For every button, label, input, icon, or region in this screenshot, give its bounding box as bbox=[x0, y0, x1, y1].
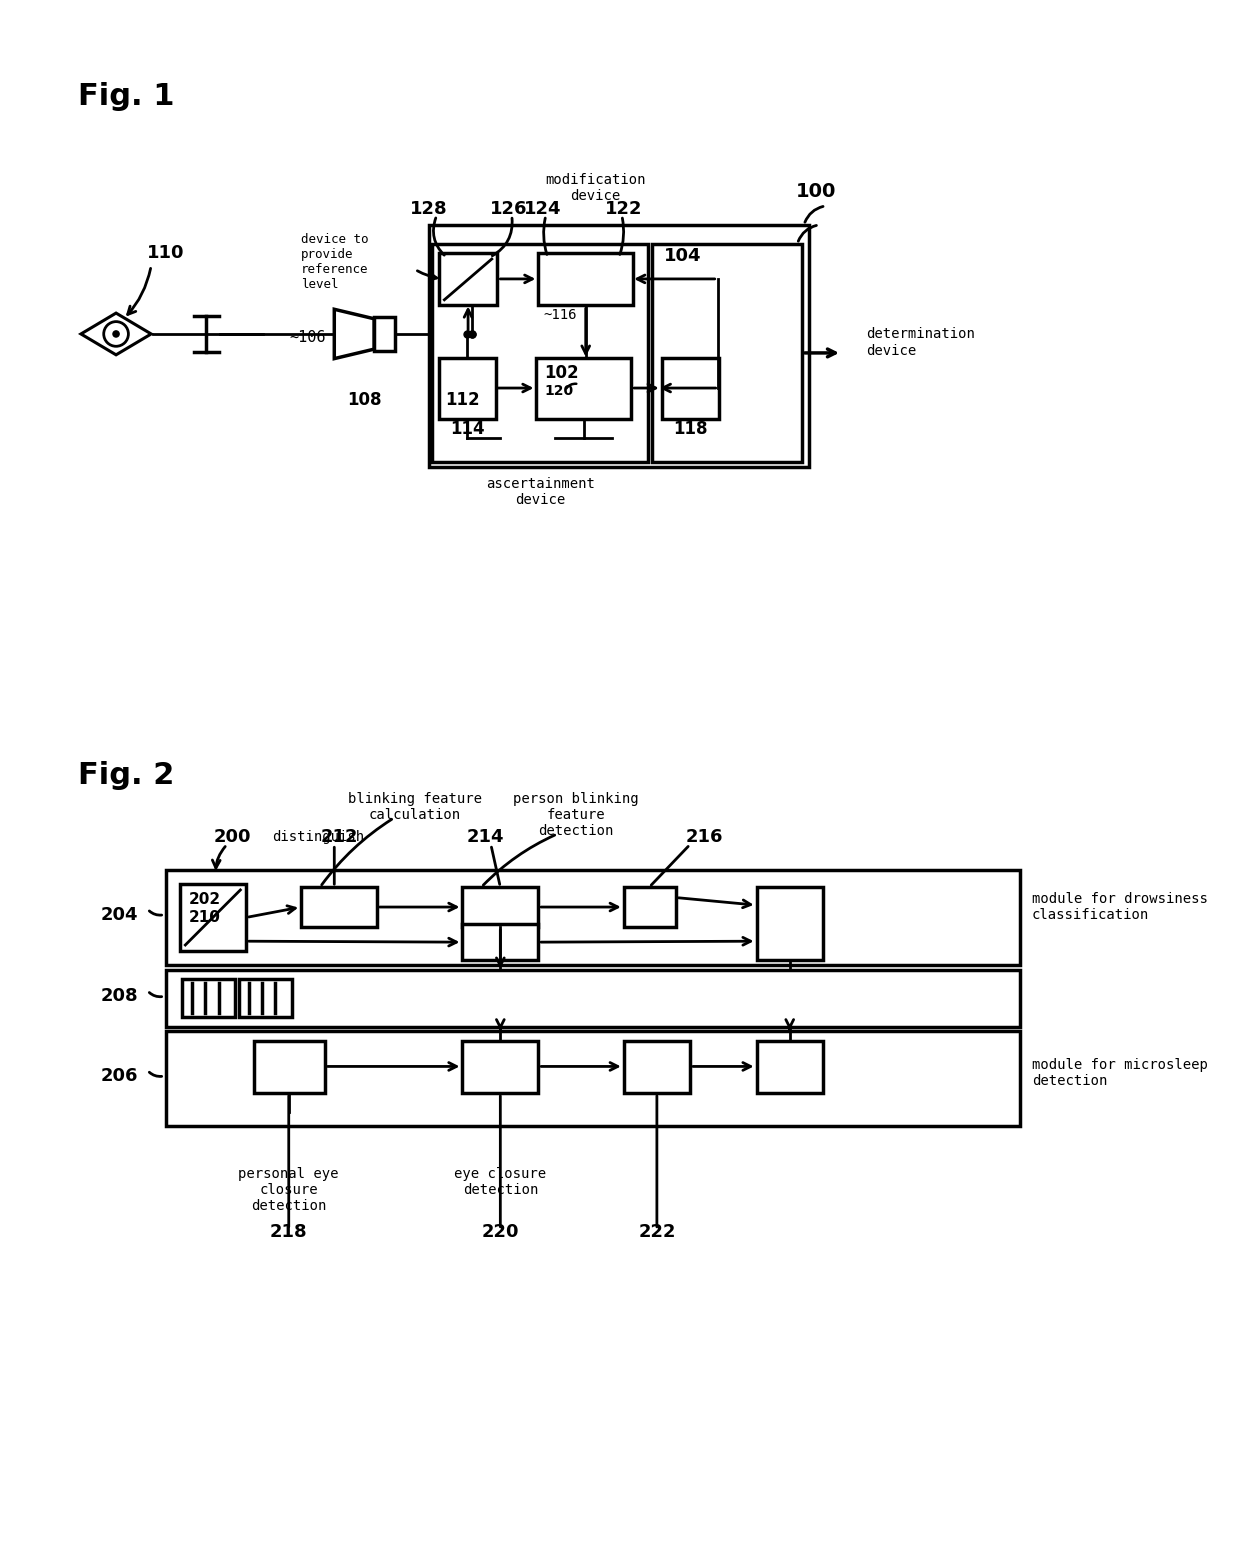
Bar bbox=[301, 887, 377, 927]
Text: module for drowsiness: module for drowsiness bbox=[1032, 892, 1208, 906]
Bar bbox=[374, 317, 396, 352]
Bar bbox=[439, 254, 497, 305]
Bar bbox=[463, 887, 538, 927]
Text: 204: 204 bbox=[100, 906, 138, 924]
Text: calculation: calculation bbox=[368, 808, 461, 822]
Bar bbox=[538, 254, 634, 305]
Text: Fig. 2: Fig. 2 bbox=[78, 761, 175, 789]
Text: module for microsleep: module for microsleep bbox=[1032, 1058, 1208, 1072]
Text: reference: reference bbox=[301, 263, 368, 275]
Text: device to: device to bbox=[301, 232, 368, 246]
Bar bbox=[166, 969, 1021, 1027]
Text: 206: 206 bbox=[100, 1067, 138, 1085]
Text: 218: 218 bbox=[270, 1223, 308, 1240]
Text: device: device bbox=[515, 493, 565, 507]
Text: blinking feature: blinking feature bbox=[348, 792, 482, 806]
Text: 212: 212 bbox=[320, 828, 358, 846]
Text: distinguish: distinguish bbox=[273, 829, 365, 843]
Text: detection: detection bbox=[250, 1200, 326, 1214]
Bar bbox=[463, 924, 538, 960]
Text: 108: 108 bbox=[347, 392, 382, 409]
Text: 110: 110 bbox=[148, 244, 185, 263]
Text: 220: 220 bbox=[481, 1223, 520, 1240]
Bar bbox=[439, 358, 496, 420]
Bar bbox=[182, 979, 234, 1018]
Text: 126: 126 bbox=[490, 199, 527, 218]
Text: detection: detection bbox=[1032, 1074, 1107, 1088]
Text: 128: 128 bbox=[410, 199, 448, 218]
Bar bbox=[756, 1041, 823, 1092]
Text: 118: 118 bbox=[673, 420, 707, 437]
Bar bbox=[180, 884, 246, 951]
Bar bbox=[463, 1041, 538, 1092]
Text: 124: 124 bbox=[525, 199, 562, 218]
Text: determination: determination bbox=[866, 327, 975, 341]
Text: 216: 216 bbox=[686, 828, 723, 846]
Text: detection: detection bbox=[538, 825, 614, 839]
Bar bbox=[652, 244, 802, 462]
Polygon shape bbox=[335, 310, 374, 358]
Bar bbox=[624, 887, 676, 927]
Text: 222: 222 bbox=[639, 1223, 676, 1240]
Bar bbox=[166, 1032, 1021, 1127]
Circle shape bbox=[113, 330, 120, 338]
Text: personal eye: personal eye bbox=[238, 1167, 339, 1181]
Bar bbox=[756, 887, 823, 960]
Text: ~116: ~116 bbox=[543, 308, 577, 322]
Text: detection: detection bbox=[463, 1183, 538, 1197]
Polygon shape bbox=[81, 313, 151, 355]
Text: ascertainment: ascertainment bbox=[486, 476, 595, 490]
Bar bbox=[432, 244, 649, 462]
Text: 214: 214 bbox=[467, 828, 505, 846]
Bar bbox=[662, 358, 718, 420]
Text: 114: 114 bbox=[450, 420, 485, 437]
Bar bbox=[254, 1041, 325, 1092]
Text: 102: 102 bbox=[544, 364, 579, 381]
Text: eye closure: eye closure bbox=[454, 1167, 547, 1181]
Text: Fig. 1: Fig. 1 bbox=[78, 82, 175, 110]
Text: 112: 112 bbox=[445, 392, 480, 409]
Text: classification: classification bbox=[1032, 907, 1149, 921]
Text: 104: 104 bbox=[663, 247, 701, 265]
Bar bbox=[624, 1041, 691, 1092]
Text: 122: 122 bbox=[605, 199, 642, 218]
Circle shape bbox=[104, 322, 129, 347]
Text: 100: 100 bbox=[796, 182, 837, 201]
Text: provide: provide bbox=[301, 247, 353, 261]
Text: 210: 210 bbox=[190, 910, 221, 924]
Bar bbox=[429, 224, 808, 467]
Bar bbox=[239, 979, 291, 1018]
Text: device: device bbox=[570, 190, 620, 204]
Text: 200: 200 bbox=[213, 828, 252, 846]
Text: 202: 202 bbox=[190, 892, 221, 907]
Text: device: device bbox=[866, 344, 916, 358]
Text: 208: 208 bbox=[100, 987, 138, 1005]
Text: level: level bbox=[301, 279, 339, 291]
Text: person blinking: person blinking bbox=[513, 792, 639, 806]
Bar bbox=[166, 870, 1021, 965]
Text: modification: modification bbox=[544, 173, 646, 187]
Text: 120: 120 bbox=[544, 384, 573, 398]
Bar bbox=[537, 358, 631, 420]
Text: closure: closure bbox=[259, 1183, 317, 1197]
Text: ~106: ~106 bbox=[290, 330, 326, 345]
Text: feature: feature bbox=[547, 808, 605, 822]
